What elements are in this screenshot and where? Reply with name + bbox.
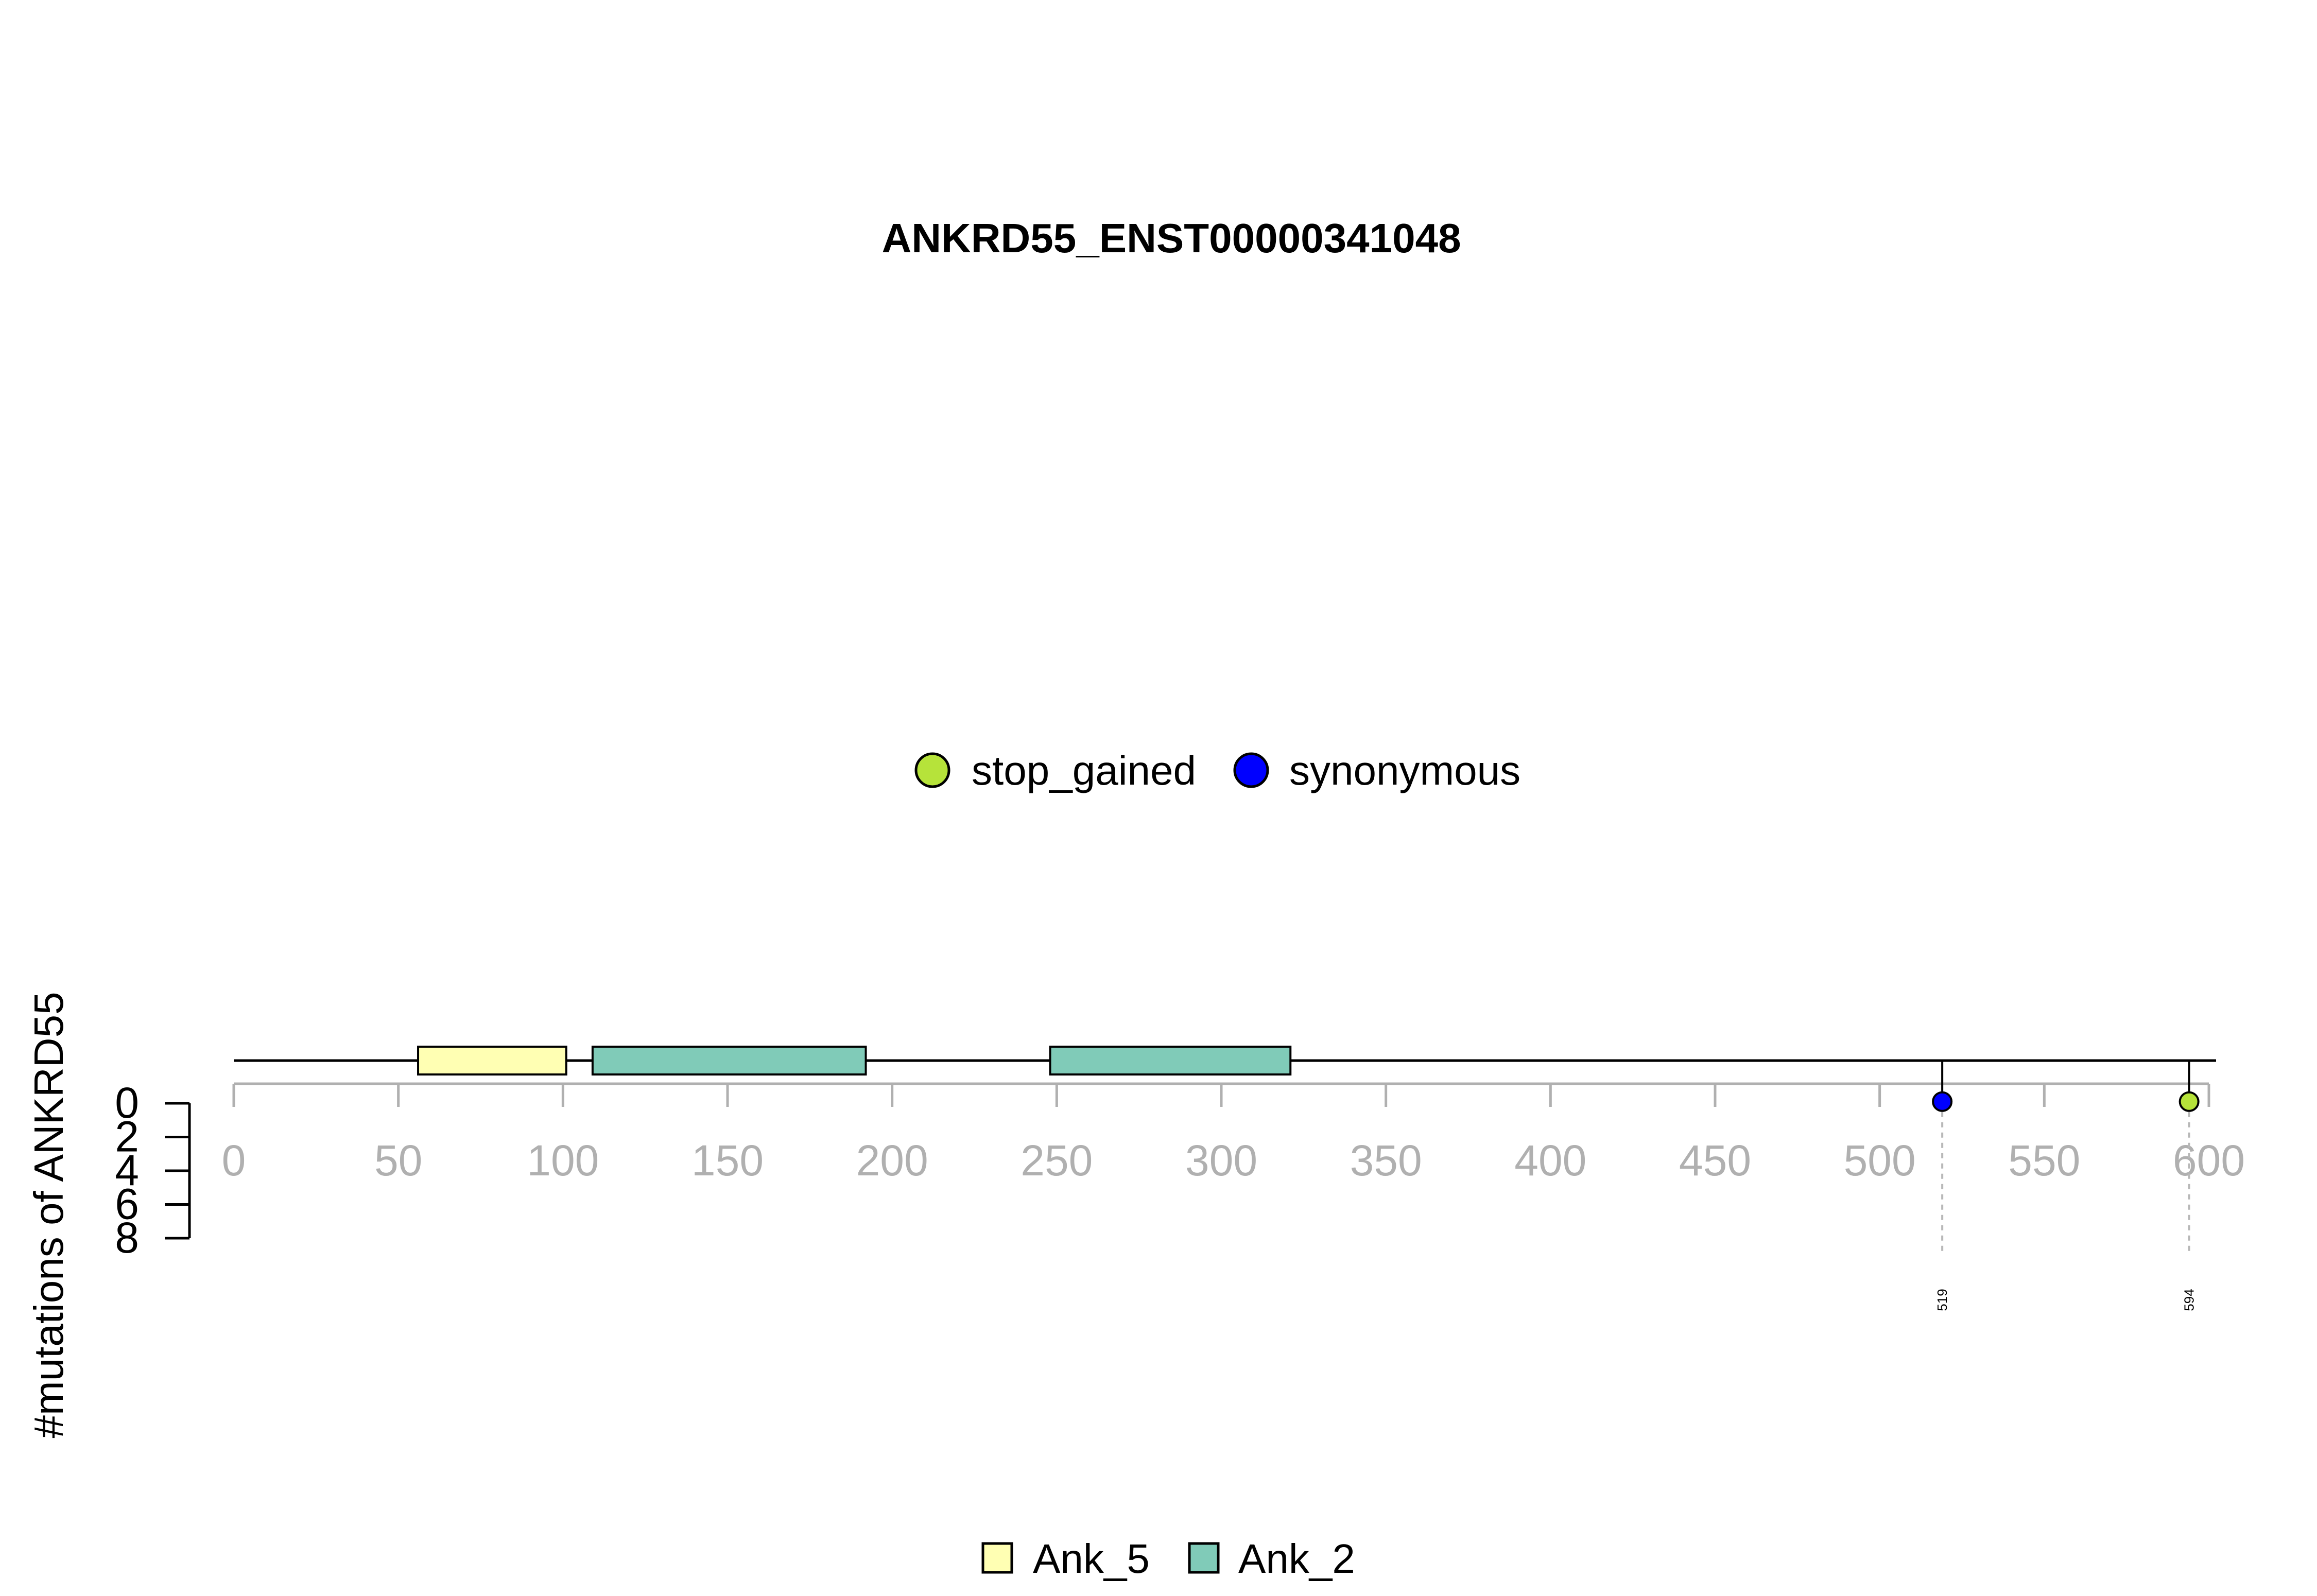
domain-box-ank-2-2: [1049, 1046, 1292, 1075]
x-tick-label: 450: [1679, 1136, 1751, 1185]
legend-label-synonymous: synonymous: [1289, 748, 1520, 793]
y-axis-title: #mutations of ANKRD55: [26, 992, 72, 1438]
legend-swatch-synonymous: [1233, 752, 1269, 788]
lollipop-point-synonymous: [1932, 1091, 1953, 1112]
y-tick-label: 6: [115, 1180, 139, 1228]
mutation-position-label: 519: [1934, 1289, 1950, 1311]
domain-box-ank-2-1: [591, 1046, 867, 1075]
y-tick-label: 8: [115, 1213, 139, 1262]
y-tick-label: 4: [115, 1146, 139, 1194]
x-tick-label: 200: [856, 1136, 928, 1185]
x-tick-label: 500: [1844, 1136, 1916, 1185]
x-tick-label: 600: [2173, 1136, 2245, 1185]
mutation-lollipops: 519 594: [1932, 1061, 2200, 1311]
x-tick-label: 400: [1514, 1136, 1586, 1185]
y-tick-label: 2: [115, 1113, 139, 1161]
x-tick-label: 250: [1021, 1136, 1093, 1185]
x-tick-label: 100: [527, 1136, 599, 1185]
legend-swatch-ank-5: [981, 1542, 1013, 1574]
x-axis: 0 50 100 150 200 250 300 350 400 450 500 550 600: [222, 1082, 2245, 1185]
domain-box-ank-5-0: [417, 1046, 567, 1075]
x-tick-label: 350: [1350, 1136, 1422, 1185]
legend-label-ank-5: Ank_5: [1033, 1536, 1150, 1582]
lollipop-point-stop_gained: [2178, 1091, 2200, 1112]
domain-boxes: [417, 1046, 1292, 1075]
x-tick-label: 50: [374, 1136, 422, 1185]
legend-swatch-stop-gained: [914, 752, 950, 788]
x-tick-label: 550: [2008, 1136, 2080, 1185]
chart-title: ANKRD55_ENST00000341048: [881, 215, 1461, 261]
mutation-type-legend: stop_gained synonymous: [914, 748, 1520, 793]
x-tick-label: 150: [691, 1136, 764, 1185]
legend-label-ank-2: Ank_2: [1238, 1536, 1355, 1582]
legend-swatch-ank-2: [1188, 1542, 1220, 1574]
x-tick-label: 300: [1185, 1136, 1257, 1185]
domain-legend: Ank_5 Ank_2: [981, 1536, 1355, 1582]
x-tick-label: 0: [222, 1136, 246, 1185]
mutation-position-label: 594: [2182, 1289, 2197, 1311]
legend-label-stop-gained: stop_gained: [972, 748, 1196, 793]
y-tick-label: 0: [115, 1079, 139, 1127]
